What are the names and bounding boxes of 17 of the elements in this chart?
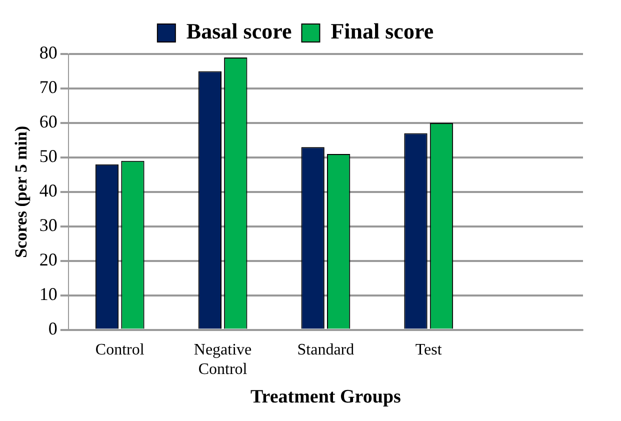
y-tick-label: 70: [39, 77, 58, 98]
y-tick-label: 40: [39, 180, 58, 201]
y-tick-label: 60: [39, 112, 58, 132]
x-tick-label: Standard: [297, 342, 354, 359]
y-tick-label: 10: [39, 284, 58, 304]
y-tick-label: 80: [39, 42, 58, 63]
legend-label: Basal score: [186, 18, 292, 44]
legend-label: Final score: [330, 18, 434, 44]
y-tick-label: 0: [48, 318, 58, 339]
x-tick-label: Control: [95, 342, 145, 359]
y-tick-label: 20: [39, 250, 58, 270]
x-axis-title: Treatment Groups: [250, 386, 401, 408]
y-tick-label: 30: [39, 215, 58, 236]
x-tick-label: Test: [415, 342, 442, 359]
x-tick-label: Negative Control: [194, 342, 252, 378]
y-axis-title: Scores (per 5 min): [12, 126, 31, 258]
y-tick-label: 50: [39, 146, 58, 166]
